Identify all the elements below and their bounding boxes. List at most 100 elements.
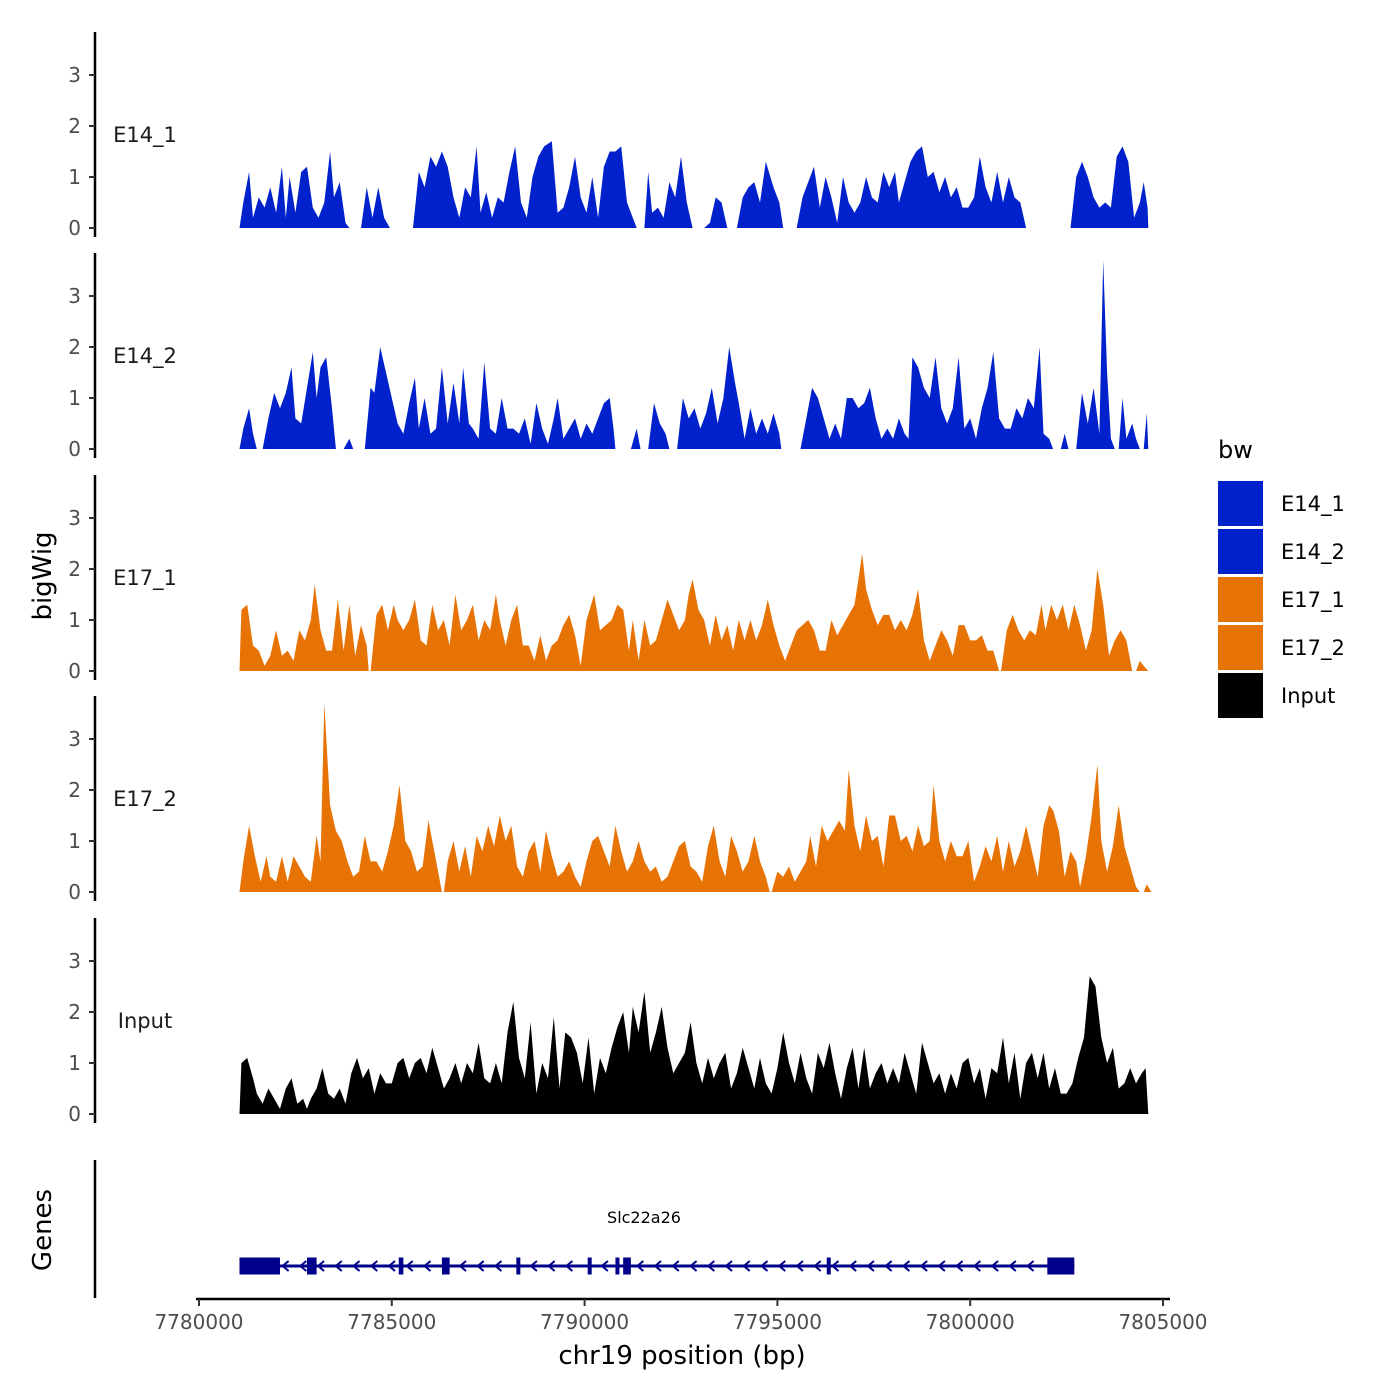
track-Input: 0 1 2 3 Input — [68, 918, 1149, 1126]
strand-arrow — [547, 1260, 556, 1272]
strand-arrow — [351, 1260, 361, 1272]
y-tick-label: 3 — [68, 506, 81, 530]
coverage-area-E14_1-1 — [361, 187, 390, 228]
coverage-area-E14_1-6 — [796, 146, 1027, 228]
coverage-area-E14_2-1 — [262, 352, 336, 449]
coverage-area-E14_1-2 — [413, 141, 637, 228]
track-label: E14_2 — [113, 344, 177, 369]
track-label: E17_1 — [113, 566, 177, 591]
strand-arrow — [458, 1260, 467, 1272]
legend: bw E14_1 E14_2 E17_1 E17_2 Input — [1218, 436, 1345, 718]
gene-model — [239, 1257, 1075, 1275]
strand-arrow — [901, 1260, 911, 1272]
legend-swatch — [1218, 481, 1263, 526]
y-tick-label: 2 — [68, 114, 81, 138]
y-tick-label: 2 — [68, 1000, 81, 1024]
coverage-area-E17_1-0 — [239, 584, 369, 671]
coverage-area-Input-0 — [239, 1057, 309, 1114]
coverage-area-E14_2-4 — [630, 428, 641, 449]
strand-arrow — [742, 1260, 751, 1272]
strand-arrow — [813, 1260, 822, 1272]
strand-arrow — [724, 1260, 733, 1272]
legend-swatch — [1218, 529, 1263, 574]
strand-arrow — [476, 1260, 485, 1272]
strand-arrow — [387, 1260, 396, 1272]
y-tick-label: 3 — [68, 949, 81, 973]
strand-arrow — [706, 1260, 715, 1272]
gene-exon-10 — [1047, 1257, 1075, 1275]
strand-arrow — [564, 1260, 574, 1272]
strand-arrow — [830, 1260, 840, 1272]
coverage-area-E14_1-0 — [239, 151, 350, 228]
y-tick-label: 3 — [68, 63, 81, 87]
x-tick-label: 7780000 — [154, 1310, 243, 1334]
y-tick-label: 1 — [68, 386, 81, 410]
track-E17_2: 0 1 2 3 E17_2 — [68, 696, 1152, 904]
strand-arrow — [334, 1260, 343, 1272]
strand-arrow — [653, 1260, 662, 1272]
track-E14_1: 0 1 2 3 E14_1 — [68, 32, 1149, 240]
coverage-area-E14_1-5 — [736, 161, 784, 228]
gene-exon-6 — [587, 1257, 592, 1275]
coverage-area-E14_2-7 — [800, 347, 1054, 449]
gene-exon-5 — [516, 1257, 521, 1275]
legend-entries: E14_1 E14_2 E17_1 E17_2 Input — [1218, 481, 1345, 718]
y-tick-label: 1 — [68, 829, 81, 853]
coverage-area-E14_2-11 — [1143, 413, 1149, 449]
track-label: E17_2 — [113, 787, 177, 812]
strand-arrow — [369, 1260, 378, 1272]
y-tick-label: 2 — [68, 557, 81, 581]
y-tick-label: 2 — [68, 335, 81, 359]
coverage-area-E14_2-5 — [648, 403, 670, 449]
gene-exon-7 — [615, 1257, 620, 1275]
legend-entry-E14_1: E14_1 — [1218, 481, 1345, 526]
x-tick-label: 7795000 — [733, 1310, 822, 1334]
legend-label: E14_2 — [1281, 540, 1345, 565]
legend-swatch — [1218, 673, 1263, 718]
strand-arrow — [990, 1260, 999, 1272]
legend-entry-Input: Input — [1218, 673, 1335, 718]
legend-label: E17_1 — [1281, 588, 1345, 613]
y-tick-label: 1 — [68, 1051, 81, 1075]
coverage-area-E14_2-9 — [1076, 260, 1115, 449]
y-tick-label: 0 — [68, 659, 81, 683]
x-axis-ticks: 7780000 7785000 7790000 7795000 7800000 78050… — [154, 1299, 1208, 1334]
gene-exon-9 — [826, 1257, 831, 1275]
coverage-area-E14_2-10 — [1118, 398, 1140, 449]
coverage-area-Input-1 — [305, 976, 1149, 1114]
strand-arrow — [635, 1260, 644, 1272]
gene-exon-4 — [441, 1257, 450, 1275]
y-axis-title: bigWig — [28, 531, 58, 620]
coverage-area-E14_2-8 — [1060, 433, 1069, 449]
strand-arrow — [884, 1260, 893, 1272]
strand-arrow — [795, 1260, 804, 1272]
coverage-area-E14_2-2 — [343, 438, 354, 449]
strand-arrow — [689, 1260, 698, 1272]
y-tick-label: 0 — [68, 437, 81, 461]
coverage-area-E14_1-4 — [704, 197, 728, 228]
strand-arrow — [937, 1260, 946, 1272]
legend-swatch — [1218, 625, 1263, 670]
gene-panel: Genes Slc22a26 — [28, 1160, 1075, 1298]
coverage-area-E17_2-0 — [239, 703, 442, 892]
strand-arrow — [1008, 1260, 1017, 1272]
strand-arrow — [529, 1260, 538, 1272]
strand-arrow — [759, 1260, 769, 1272]
strand-arrow — [405, 1260, 414, 1272]
strand-arrow — [777, 1260, 786, 1272]
coverage-area-E17_2-3 — [1143, 884, 1152, 892]
coverage-tracks: 0 1 2 3 E14_1 0 1 2 3 E14_2 0 1 2 3 E17_1 0 1 2 3 E17_2 0 1 2 3… — [68, 32, 1152, 1126]
coverage-area-E14_1-7 — [1070, 146, 1149, 228]
coverage-area-E17_2-2 — [771, 764, 1140, 892]
x-tick-label: 7790000 — [540, 1310, 629, 1334]
track-label: Input — [118, 1009, 172, 1033]
track-E14_2: 0 1 2 3 E14_2 — [68, 253, 1149, 461]
legend-swatch — [1218, 577, 1263, 622]
gene-exon-8 — [623, 1257, 631, 1275]
strand-arrow — [281, 1260, 290, 1272]
strand-arrow — [955, 1260, 964, 1272]
strand-arrow — [1026, 1260, 1035, 1272]
strand-arrow — [600, 1260, 609, 1272]
y-tick-label: 3 — [68, 284, 81, 308]
coverage-area-E17_1-1 — [370, 553, 1000, 671]
